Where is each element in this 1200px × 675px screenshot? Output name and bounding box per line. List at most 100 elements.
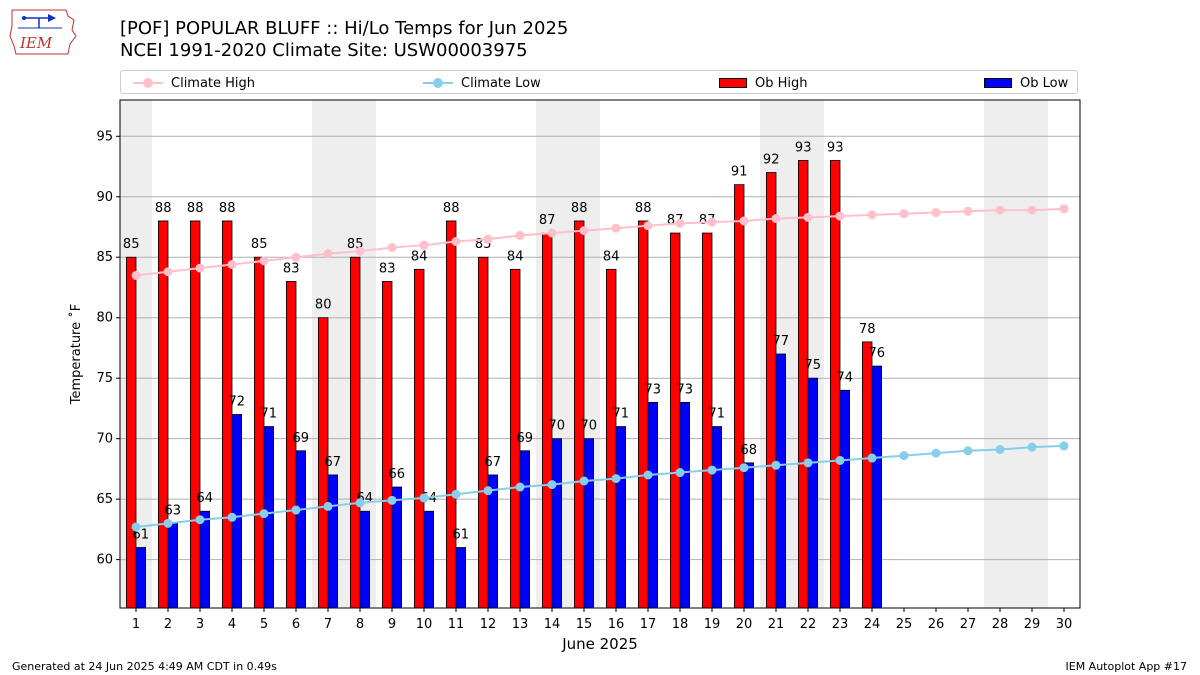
climate-high-point — [867, 210, 877, 220]
y-axis-label: Temperature ˚F — [68, 304, 84, 405]
ob-low-bar — [583, 438, 595, 609]
chart-title: [POF] POPULAR BLUFF :: Hi/Lo Temps for J… — [120, 18, 569, 39]
ob-high-value-label: 93 — [795, 140, 812, 155]
climate-low-point — [355, 498, 365, 508]
climate-low-point — [995, 445, 1005, 455]
x-tick-label: 16 — [608, 617, 625, 632]
y-tick-label: 75 — [96, 371, 113, 386]
ob-high-value-label: 88 — [219, 201, 236, 216]
x-tick-label: 11 — [448, 617, 465, 632]
climate-low-point — [387, 495, 397, 505]
ob-high-bar — [670, 232, 681, 609]
x-tick-label: 27 — [960, 617, 977, 632]
ob-high-value-label: 91 — [731, 165, 748, 180]
climate-low-point — [419, 493, 429, 503]
ob-low-bar — [359, 510, 371, 609]
x-tick-label: 9 — [388, 617, 396, 632]
climate-high-point — [771, 214, 781, 224]
ob-high-bar — [189, 220, 201, 609]
climate-low-point — [931, 448, 941, 458]
ob-high-value-label: 88 — [635, 201, 652, 216]
climate-low-point — [515, 482, 525, 492]
ob-high-value-label: 88 — [187, 201, 204, 216]
x-tick-label: 4 — [228, 617, 236, 632]
x-tick-label: 29 — [1024, 617, 1041, 632]
legend-item-ob-low: Ob Low — [984, 74, 1068, 92]
ob-high-bar — [477, 256, 489, 609]
climate-high-point — [355, 246, 365, 256]
logo-text: IEM — [19, 34, 53, 52]
legend-label-climate-high: Climate High — [171, 75, 256, 91]
ob-low-bar — [327, 474, 339, 609]
climate-low-point — [963, 446, 973, 456]
x-axis-label: June 2025 — [561, 635, 638, 653]
climate-low-point — [1059, 441, 1069, 451]
ob-high-value-label: 83 — [379, 261, 396, 276]
ob-low-value-label: 69 — [293, 431, 310, 446]
ob-low-bar — [743, 462, 755, 609]
ob-low-bar — [839, 389, 851, 609]
climate-high-point — [419, 240, 429, 250]
climate-high-swatch — [133, 78, 163, 88]
y-tick-label: 85 — [96, 250, 113, 265]
y-tick-label: 95 — [96, 129, 113, 144]
ob-high-bar — [157, 220, 169, 609]
ob-high-value-label: 83 — [283, 261, 300, 276]
climate-high-point — [291, 252, 301, 262]
climate-high-point — [931, 207, 941, 217]
ob-high-bar — [445, 220, 457, 609]
ob-low-bar — [167, 522, 179, 609]
climate-low-swatch — [423, 78, 453, 88]
x-tick-label: 22 — [800, 617, 817, 632]
x-tick-label: 13 — [512, 617, 529, 632]
climate-high-point — [579, 226, 589, 236]
ob-low-value-label: 71 — [613, 407, 630, 422]
weekend-band — [1016, 100, 1048, 608]
plot-frame — [119, 99, 1081, 609]
ob-high-bar — [413, 268, 425, 609]
ob-low-value-label: 77 — [773, 334, 790, 349]
climate-high-point — [323, 249, 333, 259]
climate-high-point — [611, 223, 621, 233]
ob-high-bar — [126, 256, 137, 609]
ob-low-value-label: 61 — [453, 528, 470, 543]
climate-low-point — [899, 451, 909, 461]
climate-low-point — [835, 455, 845, 465]
x-tick-label: 24 — [864, 617, 881, 632]
ob-high-bar — [349, 256, 361, 609]
climate-high-point — [1027, 205, 1037, 215]
climate-low-point — [803, 458, 813, 468]
footer-app-id: IEM Autoplot App #17 — [1065, 660, 1188, 673]
climate-high-point — [163, 267, 173, 277]
climate-high-point — [835, 211, 845, 221]
climate-low-point — [739, 463, 749, 473]
ob-low-value-label: 75 — [805, 358, 822, 373]
climate-low-point — [707, 465, 717, 475]
x-tick-label: 10 — [416, 617, 433, 632]
x-tick-label: 14 — [544, 617, 561, 632]
y-tick-label: 65 — [96, 492, 113, 507]
ob-low-value-label: 67 — [325, 455, 342, 470]
x-tick-label: 30 — [1056, 617, 1073, 632]
x-tick-label: 15 — [576, 617, 593, 632]
ob-low-value-label: 70 — [549, 419, 566, 434]
x-tick-label: 19 — [704, 617, 721, 632]
climate-high-point — [995, 205, 1005, 215]
ob-high-value-label: 85 — [123, 237, 140, 252]
legend-label-ob-low: Ob Low — [1020, 75, 1069, 91]
x-tick-label: 6 — [292, 617, 300, 632]
ob-low-bar — [519, 450, 531, 609]
ob-low-swatch — [984, 78, 1012, 88]
climate-high-point — [803, 212, 813, 222]
climate-low-point — [163, 518, 173, 528]
x-tick-label: 25 — [896, 617, 913, 632]
ob-low-value-label: 70 — [581, 419, 598, 434]
ob-high-value-label: 78 — [859, 322, 876, 337]
ob-low-bar — [423, 510, 435, 609]
x-tick-label: 18 — [672, 617, 689, 632]
ob-low-value-label: 68 — [741, 443, 758, 458]
ob-low-value-label: 67 — [485, 455, 502, 470]
ob-high-value-label: 84 — [603, 249, 620, 264]
climate-high-point — [451, 237, 461, 247]
